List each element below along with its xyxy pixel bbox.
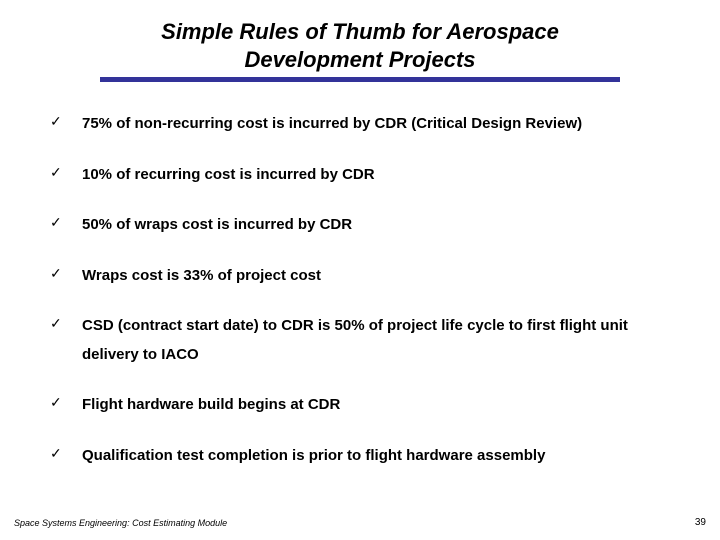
list-item: ✓ Wraps cost is 33% of project cost xyxy=(50,262,680,291)
bullet-text: 10% of recurring cost is incurred by CDR xyxy=(82,161,680,190)
bullet-text: Qualification test completion is prior t… xyxy=(82,442,680,471)
page-number: 39 xyxy=(695,517,706,528)
list-item: ✓ 75% of non-recurring cost is incurred … xyxy=(50,110,680,139)
list-item: ✓ Flight hardware build begins at CDR xyxy=(50,391,680,420)
check-icon: ✓ xyxy=(50,262,82,284)
bullet-text: CSD (contract start date) to CDR is 50% … xyxy=(82,312,680,369)
list-item: ✓ Qualification test completion is prior… xyxy=(50,442,680,471)
slide-title: Simple Rules of Thumb for Aerospace Deve… xyxy=(161,18,559,73)
title-line-2: Development Projects xyxy=(244,47,475,72)
slide: Simple Rules of Thumb for Aerospace Deve… xyxy=(0,0,720,540)
check-icon: ✓ xyxy=(50,110,82,132)
check-icon: ✓ xyxy=(50,391,82,413)
title-line-1: Simple Rules of Thumb for Aerospace xyxy=(161,19,559,44)
check-icon: ✓ xyxy=(50,442,82,464)
list-item: ✓ 50% of wraps cost is incurred by CDR xyxy=(50,211,680,240)
check-icon: ✓ xyxy=(50,161,82,183)
footer-text: Space Systems Engineering: Cost Estimati… xyxy=(14,518,227,528)
list-item: ✓ CSD (contract start date) to CDR is 50… xyxy=(50,312,680,369)
check-icon: ✓ xyxy=(50,312,82,334)
bullet-text: Wraps cost is 33% of project cost xyxy=(82,262,680,291)
bullet-text: 50% of wraps cost is incurred by CDR xyxy=(82,211,680,240)
check-icon: ✓ xyxy=(50,211,82,233)
title-underline xyxy=(100,77,620,82)
bullet-text: Flight hardware build begins at CDR xyxy=(82,391,680,420)
title-block: Simple Rules of Thumb for Aerospace Deve… xyxy=(0,0,720,82)
bullet-list: ✓ 75% of non-recurring cost is incurred … xyxy=(0,110,720,470)
list-item: ✓ 10% of recurring cost is incurred by C… xyxy=(50,161,680,190)
bullet-text: 75% of non-recurring cost is incurred by… xyxy=(82,110,680,139)
